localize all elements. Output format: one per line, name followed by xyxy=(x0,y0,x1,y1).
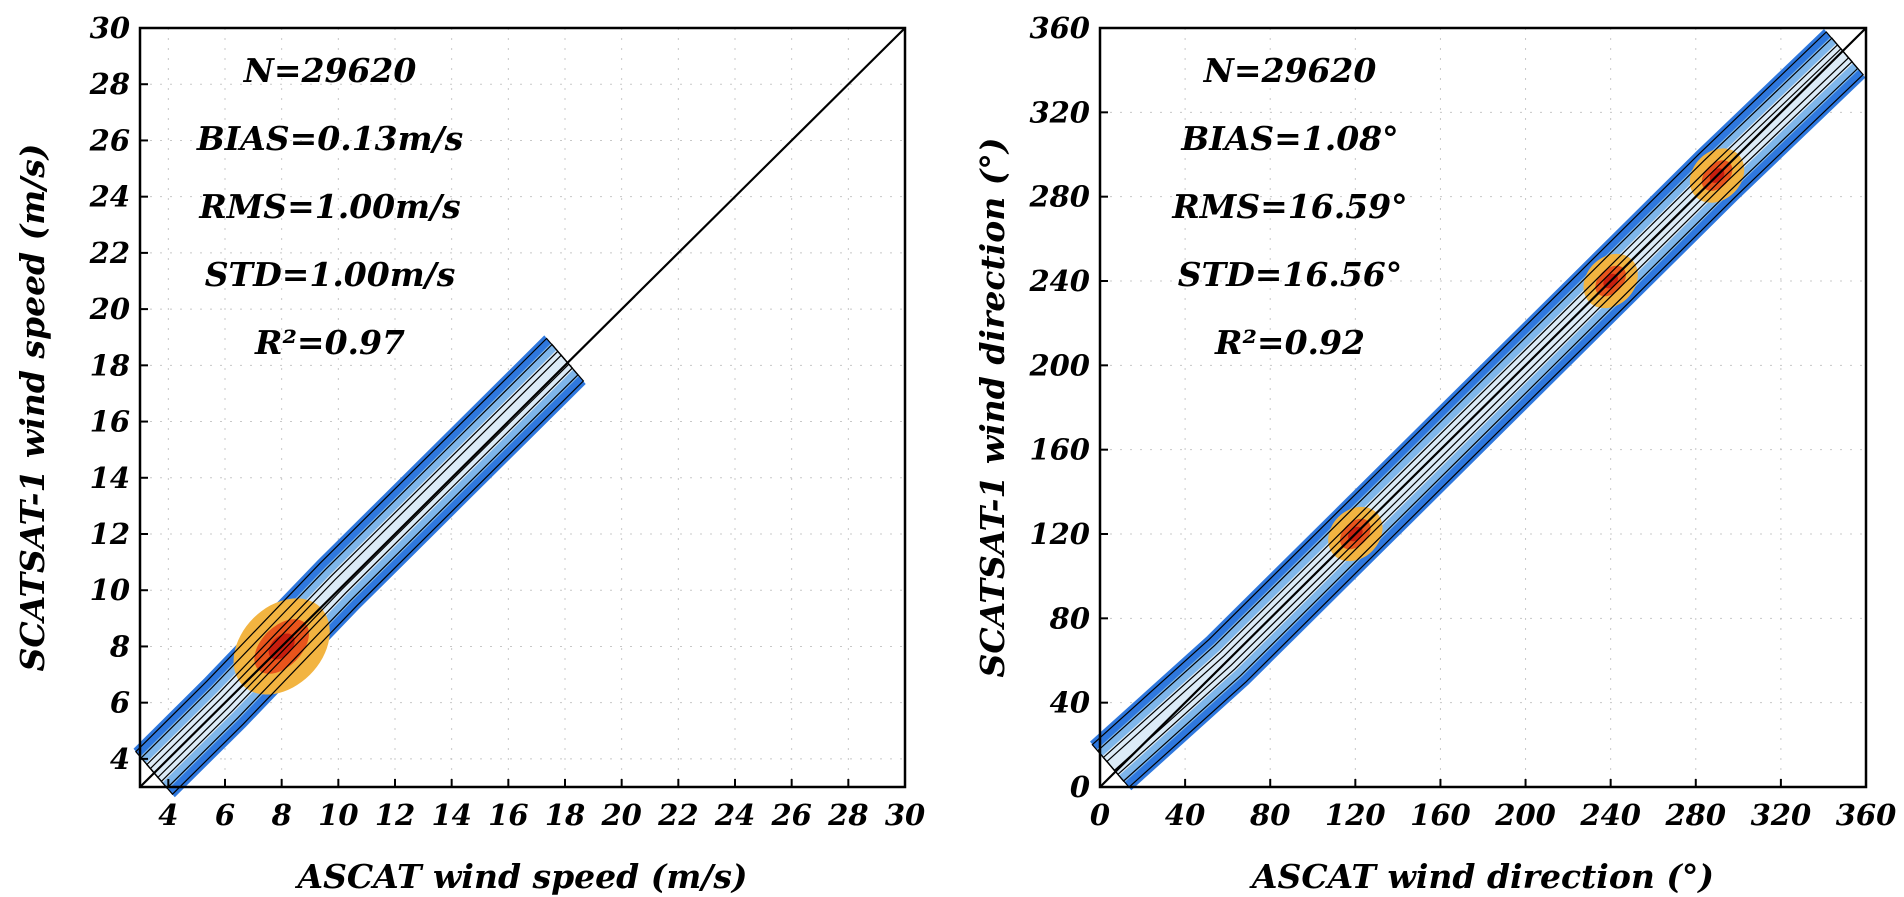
r-squared-stat: R²=0.92 xyxy=(1214,323,1365,362)
x-tick-label: 30 xyxy=(885,798,925,832)
y-tick-label: 320 xyxy=(1029,95,1090,129)
y-tick-label: 6 xyxy=(110,686,130,720)
x-tick-label: 120 xyxy=(1325,798,1386,832)
one-to-one-line xyxy=(1099,27,1867,788)
x-tick-label: 14 xyxy=(431,798,471,832)
one-to-one-line xyxy=(139,27,906,788)
y-tick-label: 12 xyxy=(90,517,130,551)
y-tick-label: 280 xyxy=(1028,180,1090,214)
bias-stat: BIAS=0.13m/s xyxy=(196,119,463,158)
contour-line xyxy=(1102,44,1853,776)
r-squared-stat: R²=0.97 xyxy=(254,323,405,362)
x-tick-label: 24 xyxy=(714,798,755,832)
x-axis-title: ASCAT wind speed (m/s) xyxy=(294,857,747,896)
wind-direction-panel: 0 40 80 120 160 200 240 280 320 360 0 40 80 120 160 200… xyxy=(973,11,1896,896)
contour-line xyxy=(1096,37,1859,782)
x-tick-label: 320 xyxy=(1751,798,1812,832)
contour-line xyxy=(140,343,579,789)
y-tick-label: 18 xyxy=(90,348,130,382)
x-tick-label: 26 xyxy=(770,798,811,832)
y-tick-label: 20 xyxy=(89,292,130,326)
std-stat: STD=16.56° xyxy=(1178,255,1403,294)
rms-stat: RMS=1.00m/s xyxy=(198,187,460,226)
y-tick-label: 16 xyxy=(90,405,130,439)
x-tick-label: 160 xyxy=(1410,798,1471,832)
y-tick-label: 160 xyxy=(1029,433,1090,467)
y-tick-label: 360 xyxy=(1029,11,1090,45)
plot-frame xyxy=(138,26,907,789)
y-tick-label: 4 xyxy=(110,742,130,776)
contours xyxy=(134,337,585,796)
x-axis: 4 6 8 10 12 14 16 18 20 22 24 26 28 30 xyxy=(158,779,925,832)
y-axis: 4 6 8 10 12 14 16 18 20 22 24 26 28 30 xyxy=(89,11,148,776)
contour-line xyxy=(1106,47,1850,772)
x-tick-label: 280 xyxy=(1665,798,1727,832)
x-tick-label: 12 xyxy=(375,798,415,832)
contour-line xyxy=(149,354,570,779)
y-tick-label: 0 xyxy=(1070,770,1090,804)
y-tick-label: 26 xyxy=(89,123,130,157)
x-tick-label: 8 xyxy=(271,798,292,832)
y-axis-title: SCATSAT-1 wind direction (°) xyxy=(973,138,1012,678)
x-tick-label: 28 xyxy=(827,798,868,832)
y-tick-label: 8 xyxy=(109,629,130,663)
x-tick-label: 20 xyxy=(600,798,641,832)
x-tick-label: 40 xyxy=(1165,798,1205,832)
y-tick-label: 28 xyxy=(89,67,130,101)
sample-count: N=29620 xyxy=(1203,51,1377,90)
y-tick-label: 30 xyxy=(90,11,130,45)
sample-count: N=29620 xyxy=(243,51,417,90)
y-tick-label: 80 xyxy=(1049,601,1090,635)
x-tick-label: 6 xyxy=(215,798,235,832)
y-tick-label: 22 xyxy=(89,236,130,270)
contour-line xyxy=(134,337,585,796)
wind-speed-panel: 4 6 8 10 12 14 16 18 20 22 24 26 28 30 4 6 8 10 12 14 16 18 20… xyxy=(13,11,925,896)
std-stat: STD=1.00m/s xyxy=(205,255,456,294)
x-axis-title: ASCAT wind direction (°) xyxy=(1249,857,1714,896)
statistics-block: N=29620 BIAS=1.08° RMS=16.59° STD=16.56° R²=… xyxy=(1171,51,1407,362)
bias-stat: BIAS=1.08° xyxy=(1180,119,1398,158)
x-axis: 0 40 80 120 160 200 240 280 320 360 xyxy=(1090,779,1896,832)
x-tick-label: 16 xyxy=(488,798,528,832)
y-tick-label: 14 xyxy=(90,461,130,495)
statistics-block: N=29620 BIAS=0.13m/s RMS=1.00m/s STD=1.00m/… xyxy=(196,51,463,362)
x-tick-label: 240 xyxy=(1579,798,1641,832)
x-tick-label: 80 xyxy=(1249,798,1290,832)
y-tick-label: 24 xyxy=(89,180,130,214)
contour-line xyxy=(1091,31,1864,789)
x-tick-label: 10 xyxy=(318,798,358,832)
y-tick-label: 10 xyxy=(90,573,130,607)
contour-line xyxy=(145,350,574,783)
y-tick-label: 200 xyxy=(1028,348,1090,382)
x-tick-label: 200 xyxy=(1494,798,1556,832)
y-tick-label: 120 xyxy=(1029,517,1090,551)
x-tick-label: 0 xyxy=(1090,798,1110,832)
y-tick-label: 40 xyxy=(1050,686,1090,720)
plot-frame xyxy=(1098,26,1868,789)
contours xyxy=(1091,31,1864,789)
y-axis: 0 40 80 120 160 200 240 280 320 360 xyxy=(1028,11,1108,804)
y-tick-label: 240 xyxy=(1028,264,1090,298)
density-field xyxy=(133,335,586,798)
y-axis-title: SCATSAT-1 wind speed (m/s) xyxy=(13,144,52,672)
x-tick-label: 4 xyxy=(158,798,178,832)
x-tick-label: 360 xyxy=(1836,798,1897,832)
x-tick-label: 22 xyxy=(657,798,698,832)
rms-stat: RMS=16.59° xyxy=(1171,187,1407,226)
x-tick-label: 18 xyxy=(545,798,585,832)
